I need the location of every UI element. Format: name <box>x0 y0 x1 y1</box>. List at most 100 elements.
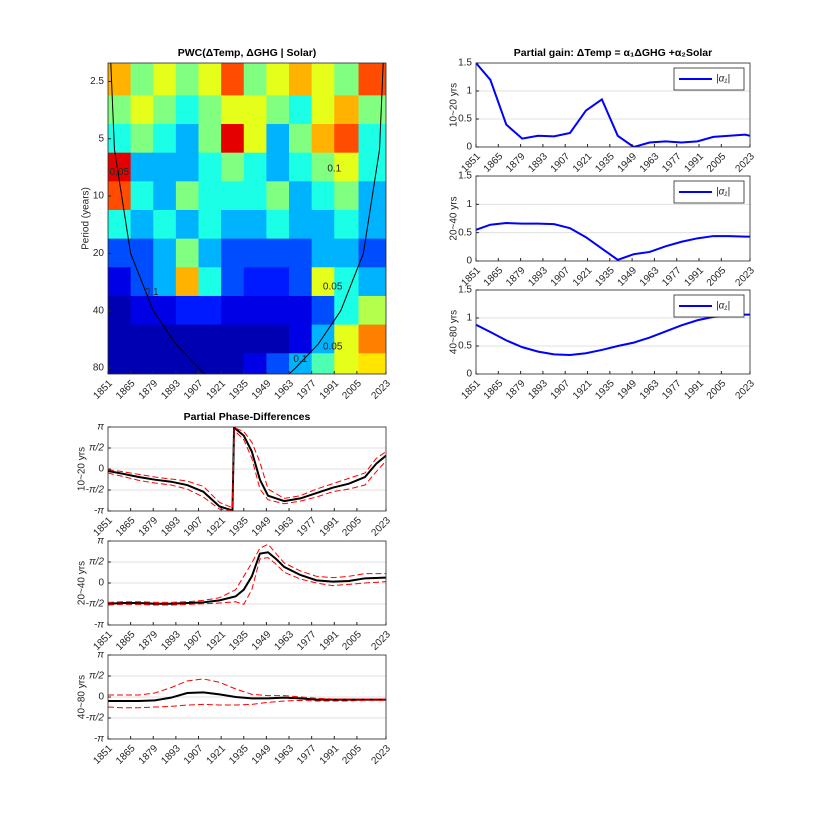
heat-cell <box>289 295 313 326</box>
heat-cell <box>198 324 222 354</box>
chart-title: Partial Phase-Differences <box>184 411 311 423</box>
heat-cell <box>221 295 245 326</box>
heat-cell <box>334 267 360 297</box>
series-line <box>108 427 386 511</box>
heat-cell <box>221 324 245 354</box>
chart-title: PWC(ΔTemp, ΔGHG | Solar) <box>178 47 317 59</box>
heat-cell <box>221 152 245 182</box>
heat-cell <box>334 152 360 182</box>
series-line <box>108 557 386 606</box>
plot-layer <box>108 427 386 511</box>
heat-cell <box>266 209 290 240</box>
heat-cell <box>153 63 177 96</box>
heat-cell <box>289 209 313 240</box>
heat-cell <box>358 324 386 354</box>
heat-cell <box>243 238 267 268</box>
heat-cell <box>266 267 290 297</box>
series-line <box>108 551 386 605</box>
heat-cell <box>243 353 267 374</box>
heat-cell <box>153 152 177 182</box>
heat-cell <box>266 295 290 326</box>
series-line <box>108 691 386 703</box>
y-tick-label: 0.5 <box>458 114 472 125</box>
y-tick-label: 1 <box>466 199 472 210</box>
y-axis-label: Period (years) <box>81 187 92 250</box>
heat-cell <box>130 209 154 240</box>
heat-cell <box>334 124 360 154</box>
heat-cell <box>289 63 313 96</box>
heat-cell <box>153 95 177 125</box>
plot-layer <box>476 176 750 261</box>
y-tick-label: 20 <box>93 248 105 259</box>
y-tick-label: 1.5 <box>458 58 472 69</box>
y-tick-label: -π/2 <box>86 485 105 496</box>
y-axis-label: 10~20 yrs <box>449 83 460 127</box>
y-tick-label: 1.5 <box>458 285 472 296</box>
heat-cell <box>130 124 154 154</box>
heat-cell <box>221 181 245 211</box>
y-tick-label: π/2 <box>89 443 104 454</box>
y-tick-label: 0.5 <box>458 227 472 238</box>
heat-cell <box>289 238 313 268</box>
heat-cell <box>311 324 335 354</box>
heat-cell <box>311 63 335 96</box>
heat-cell <box>221 63 245 96</box>
plot-layer <box>108 541 386 625</box>
heat-cell <box>198 209 222 240</box>
heat-cell <box>153 209 177 240</box>
y-axis-label: 10~20 yrs <box>77 447 88 491</box>
heat-cell <box>198 295 222 326</box>
heat-cell <box>243 324 267 354</box>
heat-cell <box>130 63 154 96</box>
series-line <box>108 429 386 511</box>
heat-cell <box>108 267 132 297</box>
heat-cell <box>311 152 335 182</box>
heat-cell <box>243 124 267 154</box>
y-tick-label: 1 <box>466 86 472 97</box>
heat-cell <box>175 152 200 182</box>
y-tick-label: 1 <box>466 313 472 324</box>
heat-cell <box>153 124 177 154</box>
heat-cell <box>358 152 386 182</box>
y-tick-label: 0 <box>98 578 104 589</box>
axes-box <box>475 62 751 148</box>
y-tick-label: -π <box>94 734 104 745</box>
y-tick-label: 0 <box>98 692 104 703</box>
heat-cell <box>358 209 386 240</box>
heat-cell <box>334 209 360 240</box>
heat-cell <box>334 324 360 354</box>
heat-cell <box>108 152 132 182</box>
y-tick-label: -π/2 <box>86 599 105 610</box>
heat-cell <box>175 238 200 268</box>
heat-cell <box>153 324 177 354</box>
legend-label: |α₁| <box>716 74 730 85</box>
legend-label: |α₁| <box>716 301 730 312</box>
series-line <box>476 63 750 147</box>
heat-cell <box>289 152 313 182</box>
y-tick-label: 40 <box>93 305 105 316</box>
heat-cell <box>221 95 245 125</box>
series-line <box>108 699 386 709</box>
y-tick-label: π/2 <box>89 557 104 568</box>
axes-box <box>475 289 751 375</box>
contour-label: 0.05 <box>110 167 130 178</box>
heat-cell <box>153 238 177 268</box>
contour-label: 0.1 <box>145 287 159 298</box>
heat-cell <box>243 267 267 297</box>
legend-label: |α₁| <box>716 187 730 198</box>
y-tick-label: 2.5 <box>90 76 104 87</box>
heat-cell <box>175 209 200 240</box>
heat-cell <box>358 353 386 374</box>
plot-layer <box>476 63 750 147</box>
heat-cell <box>108 295 132 326</box>
heat-cell <box>289 324 313 354</box>
heat-cell <box>358 267 386 297</box>
heat-cell <box>334 181 360 211</box>
heat-cell <box>266 238 290 268</box>
y-tick-label: 0 <box>466 256 472 267</box>
heat-cell <box>130 324 154 354</box>
y-tick-label: π <box>97 536 104 547</box>
y-tick-label: 0 <box>466 369 472 380</box>
y-axis-label: 20~40 yrs <box>77 561 88 605</box>
heat-cell <box>153 353 177 374</box>
